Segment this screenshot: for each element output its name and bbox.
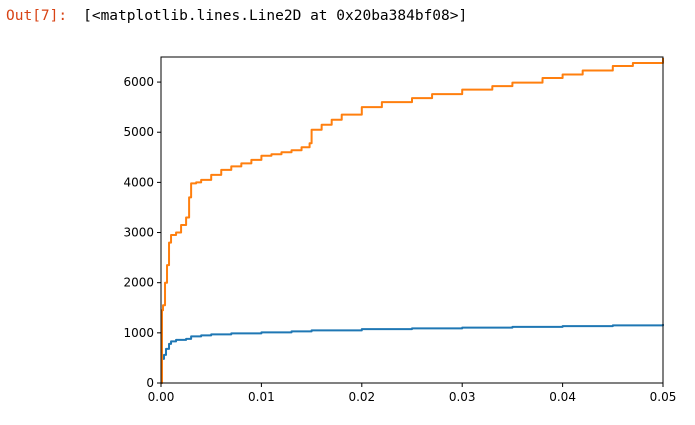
series-line-2 — [161, 58, 664, 384]
y-tick-label: 0 — [146, 376, 154, 390]
x-axis: 0.00 0.01 0.02 0.03 0.04 0.05 — [148, 383, 677, 404]
series-line-1 — [161, 324, 664, 384]
y-axis: 0 1000 2000 3000 4000 5000 6000 — [123, 75, 161, 390]
y-tick-label: 4000 — [123, 175, 154, 189]
x-tick-label: 0.01 — [248, 390, 275, 404]
x-tick-label: 0.04 — [549, 390, 576, 404]
output-prompt: Out[7]: — [6, 8, 68, 24]
y-tick-label: 2000 — [123, 276, 154, 290]
y-tick-label: 6000 — [123, 75, 154, 89]
x-tick-label: 0.00 — [148, 390, 175, 404]
y-tick-label: 5000 — [123, 125, 154, 139]
x-tick-label: 0.05 — [650, 390, 677, 404]
output-text: [<matplotlib.lines.Line2D at 0x20ba384bf… — [83, 8, 468, 24]
x-tick-label: 0.03 — [449, 390, 476, 404]
series-layer — [161, 58, 664, 384]
y-tick-label: 3000 — [123, 226, 154, 240]
output-line: Out[7]: [<matplotlib.lines.Line2D at 0x20… — [6, 4, 467, 28]
axes-frame — [160, 56, 664, 384]
x-tick-label: 0.02 — [348, 390, 375, 404]
y-tick-label: 1000 — [123, 326, 154, 340]
